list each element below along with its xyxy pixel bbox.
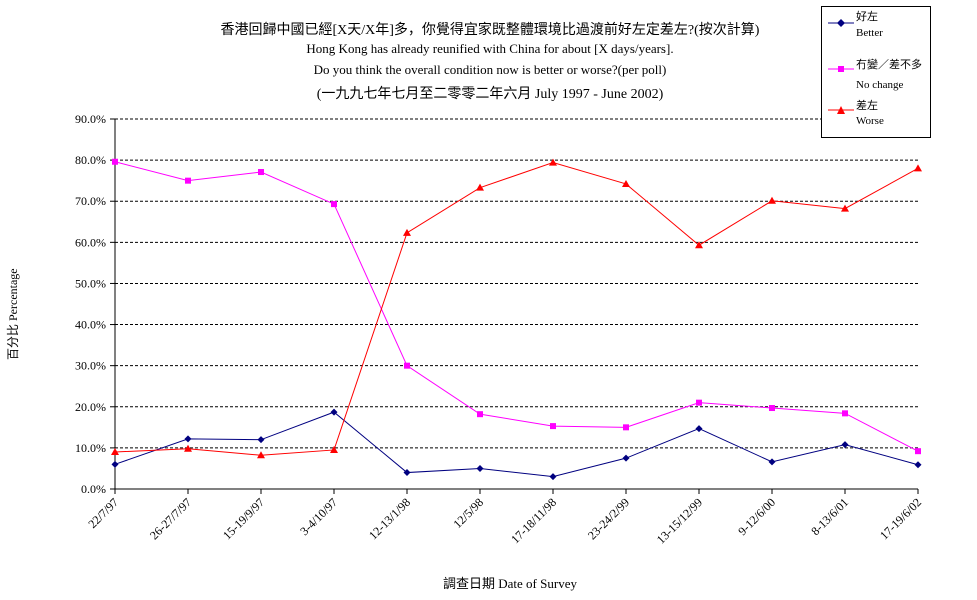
data-point-better <box>184 435 192 443</box>
x-tick-label: 9-12/6/00 <box>735 495 778 538</box>
data-point-no-change <box>842 410 848 417</box>
data-point-worse <box>476 183 484 191</box>
legend-label-better-en: Better <box>856 27 883 39</box>
data-point-no-change <box>915 448 921 455</box>
x-tick-label: 22/7/97 <box>85 495 121 531</box>
x-tick-label: 26-27/7/97 <box>147 495 194 542</box>
data-point-better <box>549 473 557 481</box>
chart-title-english-line1: Hong Kong has already reunified with Chi… <box>306 41 674 56</box>
data-point-no-change <box>185 177 191 184</box>
data-point-worse <box>403 228 411 236</box>
chart-title-chinese: 香港回歸中國已經[X天/X年]多，你覺得宜家既整體環境比過渡前好左定差左?(按次… <box>220 23 760 38</box>
x-tick-label: 12/5/98 <box>450 495 486 531</box>
data-point-better <box>841 441 849 449</box>
x-tick-label: 23-24/2/99 <box>585 495 632 542</box>
data-point-worse <box>841 204 849 212</box>
legend-marker-better <box>828 19 854 27</box>
x-tick-label: 13-15/12/99 <box>654 495 705 546</box>
data-point-worse <box>257 451 265 459</box>
legend-label-better-zh: 好左 <box>856 11 878 23</box>
series-line-better <box>114 411 919 478</box>
legend-label-worse-zh: 差左 <box>856 100 878 112</box>
data-point-worse <box>914 164 922 172</box>
data-point-better <box>403 469 411 477</box>
x-axis-label: 調查日期 Date of Survey <box>443 576 577 591</box>
chart-title-english-line2: Do you think the overall condition now i… <box>313 62 667 77</box>
data-point-no-change <box>550 423 556 430</box>
data-point-better <box>257 436 265 444</box>
chart-subtitle: (一九九七年七月至二零零二年六月 July 1997 - June 2002) <box>316 87 664 102</box>
data-point-no-change <box>623 424 629 431</box>
y-tick-label: 10.0% <box>75 441 106 455</box>
data-point-better <box>111 460 119 468</box>
data-point-better <box>914 461 922 469</box>
data-point-worse <box>695 241 703 249</box>
data-point-no-change <box>769 405 775 412</box>
series-line-worse <box>114 162 919 456</box>
data-point-better <box>768 458 776 466</box>
y-tick-label: 50.0% <box>75 276 106 290</box>
y-tick-label: 90.0% <box>75 112 106 126</box>
data-point-no-change <box>477 411 483 418</box>
y-tick-label: 0.0% <box>81 482 106 496</box>
y-tick-label: 30.0% <box>75 359 106 373</box>
data-point-no-change <box>404 362 410 369</box>
data-point-worse <box>622 179 630 187</box>
x-tick-label: 17-19/6/02 <box>877 495 924 542</box>
x-tick-label: 15-19/9/97 <box>220 495 267 542</box>
data-point-worse <box>549 158 557 166</box>
data-point-worse <box>768 196 776 204</box>
legend-label-no-change-zh: 冇變／差不多 <box>856 59 922 71</box>
legend-label-no-change-en: No change <box>856 79 904 91</box>
x-tick-label: 8-13/6/01 <box>808 495 851 538</box>
y-tick-label: 60.0% <box>75 235 106 249</box>
y-tick-label: 80.0% <box>75 153 106 167</box>
x-tick-label: 17-18/11/98 <box>508 495 559 546</box>
x-tick-label: 3-4/10/97 <box>297 495 340 538</box>
y-tick-label: 70.0% <box>75 194 106 208</box>
legend-marker-worse <box>828 106 854 114</box>
data-point-no-change <box>331 201 337 208</box>
x-tick-label: 12-13/1/98 <box>366 495 413 542</box>
legend-marker-no-change <box>828 66 854 72</box>
data-point-better <box>476 464 484 472</box>
data-point-worse <box>184 444 192 452</box>
y-tick-label: 20.0% <box>75 400 106 414</box>
data-point-better <box>330 408 338 416</box>
series-line-no-change <box>114 161 919 452</box>
y-tick-label: 40.0% <box>75 318 106 332</box>
data-point-no-change <box>112 158 118 165</box>
y-axis-label: 百分比 Percentage <box>6 268 20 360</box>
data-point-better <box>622 454 630 462</box>
legend-label-worse-en: Worse <box>856 115 884 127</box>
data-point-no-change <box>696 399 702 406</box>
data-point-no-change <box>258 169 264 176</box>
data-point-worse <box>111 448 119 455</box>
legend: 好左 Better 冇變／差不多 No change 差左 Worse <box>821 6 931 138</box>
data-point-better <box>695 425 703 433</box>
data-point-worse <box>330 445 338 453</box>
